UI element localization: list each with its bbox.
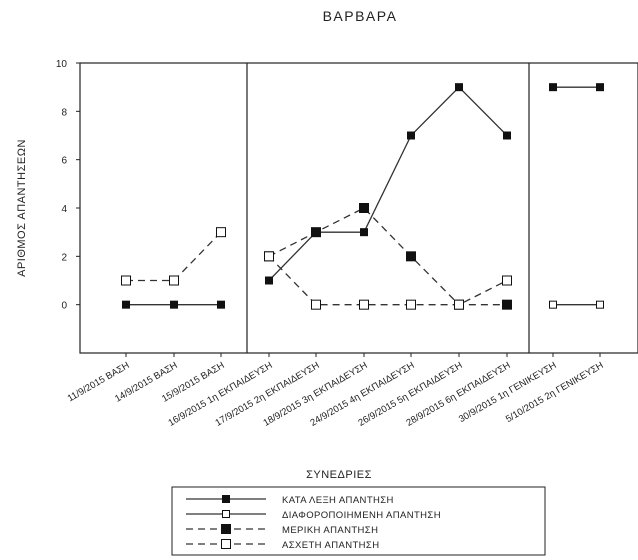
y-tick-label: 0: [61, 301, 67, 312]
series-4-point: [169, 275, 179, 286]
series-4-point: [216, 227, 226, 238]
series-1-point: [407, 131, 415, 140]
series-2-point: [596, 300, 604, 309]
series-4-point: [264, 251, 274, 262]
series-1-point: [360, 228, 368, 237]
series-4-line: [126, 231, 222, 282]
series-1: [122, 83, 604, 309]
y-tick-label: 2: [61, 252, 67, 263]
series-2: [549, 300, 604, 309]
legend-item: ΜΕΡΙΚΗ ΑΠΑΝΤΗΣΗ: [186, 524, 378, 536]
series-1-point: [170, 300, 178, 309]
series-3: [264, 203, 512, 310]
legend-label: ΜΕΡΙΚΗ ΑΠΑΝΤΗΣΗ: [282, 525, 378, 536]
y-tick-label: 8: [61, 107, 67, 118]
series-1-point: [217, 300, 225, 309]
series-4: [121, 227, 512, 310]
x-axis-title: ΣΥΝΕΔΡΙΕΣ: [306, 469, 372, 481]
series-3-point: [311, 227, 321, 238]
series-4-point: [311, 299, 321, 310]
legend-item: ΔΙΑΦΟΡΟΠΟΙΗΜΕΝΗ ΑΠΑΝΤΗΣΗ: [186, 510, 441, 521]
legend-label: ΚΑΤΑ ΛΕΞΗ ΑΠΑΝΤΗΣΗ: [282, 495, 394, 506]
series-3-point: [406, 251, 416, 262]
series-4-point: [454, 299, 464, 310]
series-3-point: [359, 203, 369, 213]
series-3-point: [502, 299, 512, 310]
legend-item: ΚΑΤΑ ΛΕΞΗ ΑΠΑΝΤΗΣΗ: [186, 495, 394, 506]
series-1-line: [268, 86, 508, 281]
y-tick-label: 6: [61, 156, 67, 167]
series-4-point: [502, 275, 512, 286]
y-axis-title: ΑΡΙΘΜΟΣ ΑΠΑΝΤΗΣΕΩΝ: [16, 139, 28, 277]
legend: ΚΑΤΑ ΛΕΞΗ ΑΠΑΝΤΗΣΗ ΔΙΑΦΟΡΟΠΟΙΗΜΕΝΗ ΑΠΑΝΤΗ…: [171, 486, 546, 556]
series-4-point: [359, 299, 369, 310]
series-2-point: [549, 300, 557, 309]
series-1-point: [596, 83, 604, 92]
series-1-point: [549, 83, 557, 92]
series-1-point: [455, 83, 463, 92]
series-4-point: [121, 275, 131, 286]
y-tick-label: 4: [61, 204, 67, 215]
legend-marker: [221, 539, 231, 549]
series-1-point: [122, 300, 130, 309]
chart-title: ΒΑΡΒΑΡΑ: [323, 8, 398, 24]
series-1-point: [503, 131, 511, 140]
series-4-line: [268, 255, 508, 306]
series-3-line: [268, 207, 507, 306]
y-axis: 0 2 4 6 8 10: [56, 59, 80, 312]
series-4-point: [406, 299, 416, 310]
legend-marker: [221, 524, 231, 534]
legend-marker: [222, 510, 230, 518]
y-tick-label: 10: [56, 59, 68, 70]
series-1-point: [265, 276, 273, 285]
series-layer: [121, 83, 604, 310]
legend-marker: [222, 495, 230, 503]
legend-label: ΑΣΧΕΤΗ ΑΠΑΝΤΗΣΗ: [282, 540, 379, 551]
legend-label: ΔΙΑΦΟΡΟΠΟΙΗΜΕΝΗ ΑΠΑΝΤΗΣΗ: [282, 510, 441, 521]
legend-item: ΑΣΧΕΤΗ ΑΠΑΝΤΗΣΗ: [186, 539, 379, 551]
